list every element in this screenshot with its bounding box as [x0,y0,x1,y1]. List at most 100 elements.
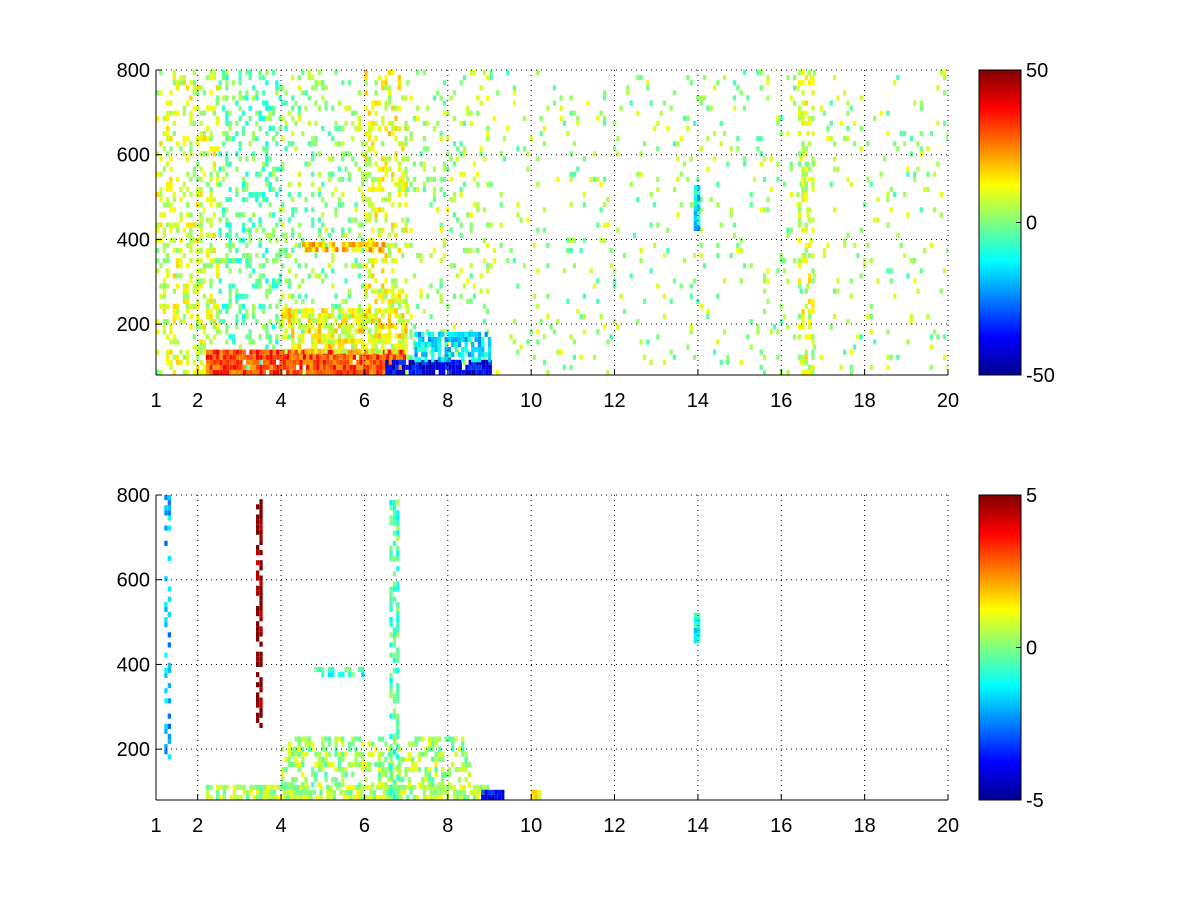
heatmap-cell [314,253,318,259]
heatmap-cell [315,242,319,248]
heatmap-cell [447,352,452,358]
heatmap-cell [321,242,326,248]
heatmap-cell [394,293,398,299]
heatmap-cell [282,349,286,355]
heatmap-cell [807,278,812,284]
heatmap-cell [189,273,193,279]
heatmap-cell [616,227,620,233]
heatmap-cell [516,202,520,208]
heatmap-cell [367,767,372,773]
heatmap-cell [809,237,813,243]
heatmap-cell [226,354,230,360]
heatmap-cell [481,347,485,353]
heatmap-cell [801,197,805,203]
heatmap-cell [269,784,273,790]
heatmap-cell [811,181,815,187]
heatmap-cell [351,120,355,126]
heatmap-cell [386,789,390,795]
heatmap-cell [321,756,325,762]
heatmap-cell [256,784,260,790]
heatmap-cell [361,247,365,253]
heatmap-cell [246,369,250,375]
heatmap-cell [397,176,402,182]
heatmap-cell [364,313,368,319]
heatmap-cell [421,331,425,337]
heatmap-cell [287,318,291,324]
heatmap-cell [459,222,463,228]
heatmap-cell [792,85,797,91]
heatmap-cell [389,520,393,526]
heatmap-cell [297,115,301,121]
heatmap-cell [425,364,429,370]
heatmap-cell [225,242,229,248]
heatmap-cell [469,110,473,116]
heatmap-cell [216,146,220,152]
heatmap-cell [305,247,309,253]
heatmap-cell [596,222,600,228]
heatmap-cell [169,207,173,213]
heatmap-cell [389,683,393,689]
heatmap-cell [385,369,389,375]
heatmap-cell [209,136,213,142]
heatmap-cell [362,784,367,790]
heatmap-cell [429,789,433,795]
heatmap-cell [235,151,239,157]
heatmap-cell [629,100,633,106]
heatmap-cell [162,232,166,238]
heatmap-cell [346,364,350,370]
heatmap-cell [477,352,482,358]
heatmap-cell [542,207,547,213]
heatmap-cell [381,736,385,742]
heatmap-cell [196,324,200,330]
heatmap-cell [321,672,325,678]
heatmap-cell [167,723,171,729]
heatmap-cell [245,120,249,126]
heatmap-cell [392,637,397,643]
heatmap-cell [682,161,687,167]
heatmap-cell [206,784,210,790]
heatmap-cell [389,596,393,602]
heatmap-cell [212,334,216,340]
heatmap-cell [342,789,346,795]
heatmap-cell [238,308,242,314]
heatmap-cell [341,176,345,182]
heatmap-cell [446,329,450,335]
heatmap-cell [456,794,460,800]
heatmap-cell [334,354,338,360]
heatmap-cell [801,90,805,96]
heatmap-cell [903,131,907,137]
heatmap-cell [297,110,301,116]
heatmap-cell [569,151,573,157]
heatmap-cell [281,136,285,142]
heatmap-cell [407,741,412,747]
heatmap-cell [356,359,360,365]
heatmap-cell [268,232,272,238]
heatmap-cell [693,215,697,221]
heatmap-cell [797,222,802,228]
heatmap-cell [354,161,358,167]
heatmap-cell [367,751,372,757]
heatmap-cell [752,176,757,182]
heatmap-cell [833,141,837,147]
heatmap-cell [919,207,923,213]
heatmap-cell [397,761,402,767]
heatmap-cell [419,151,423,157]
heatmap-cell [304,263,308,269]
heatmap-cell [442,369,446,375]
heatmap-cell [206,794,210,800]
heatmap-cell [308,242,312,248]
heatmap-cell [424,347,428,353]
heatmap-cell [249,369,253,375]
heatmap-cell [331,313,335,319]
heatmap-cell [324,772,328,778]
heatmap-cell [602,90,607,96]
heatmap-cell [235,192,239,198]
heatmap-cell [391,364,396,370]
heatmap-cell [268,156,272,162]
heatmap-cell [317,313,321,319]
heatmap-cell [435,364,439,370]
heatmap-cell [367,161,372,167]
heatmap-cell [437,352,442,358]
heatmap-cell [477,336,482,342]
heatmap-cell [374,328,378,334]
